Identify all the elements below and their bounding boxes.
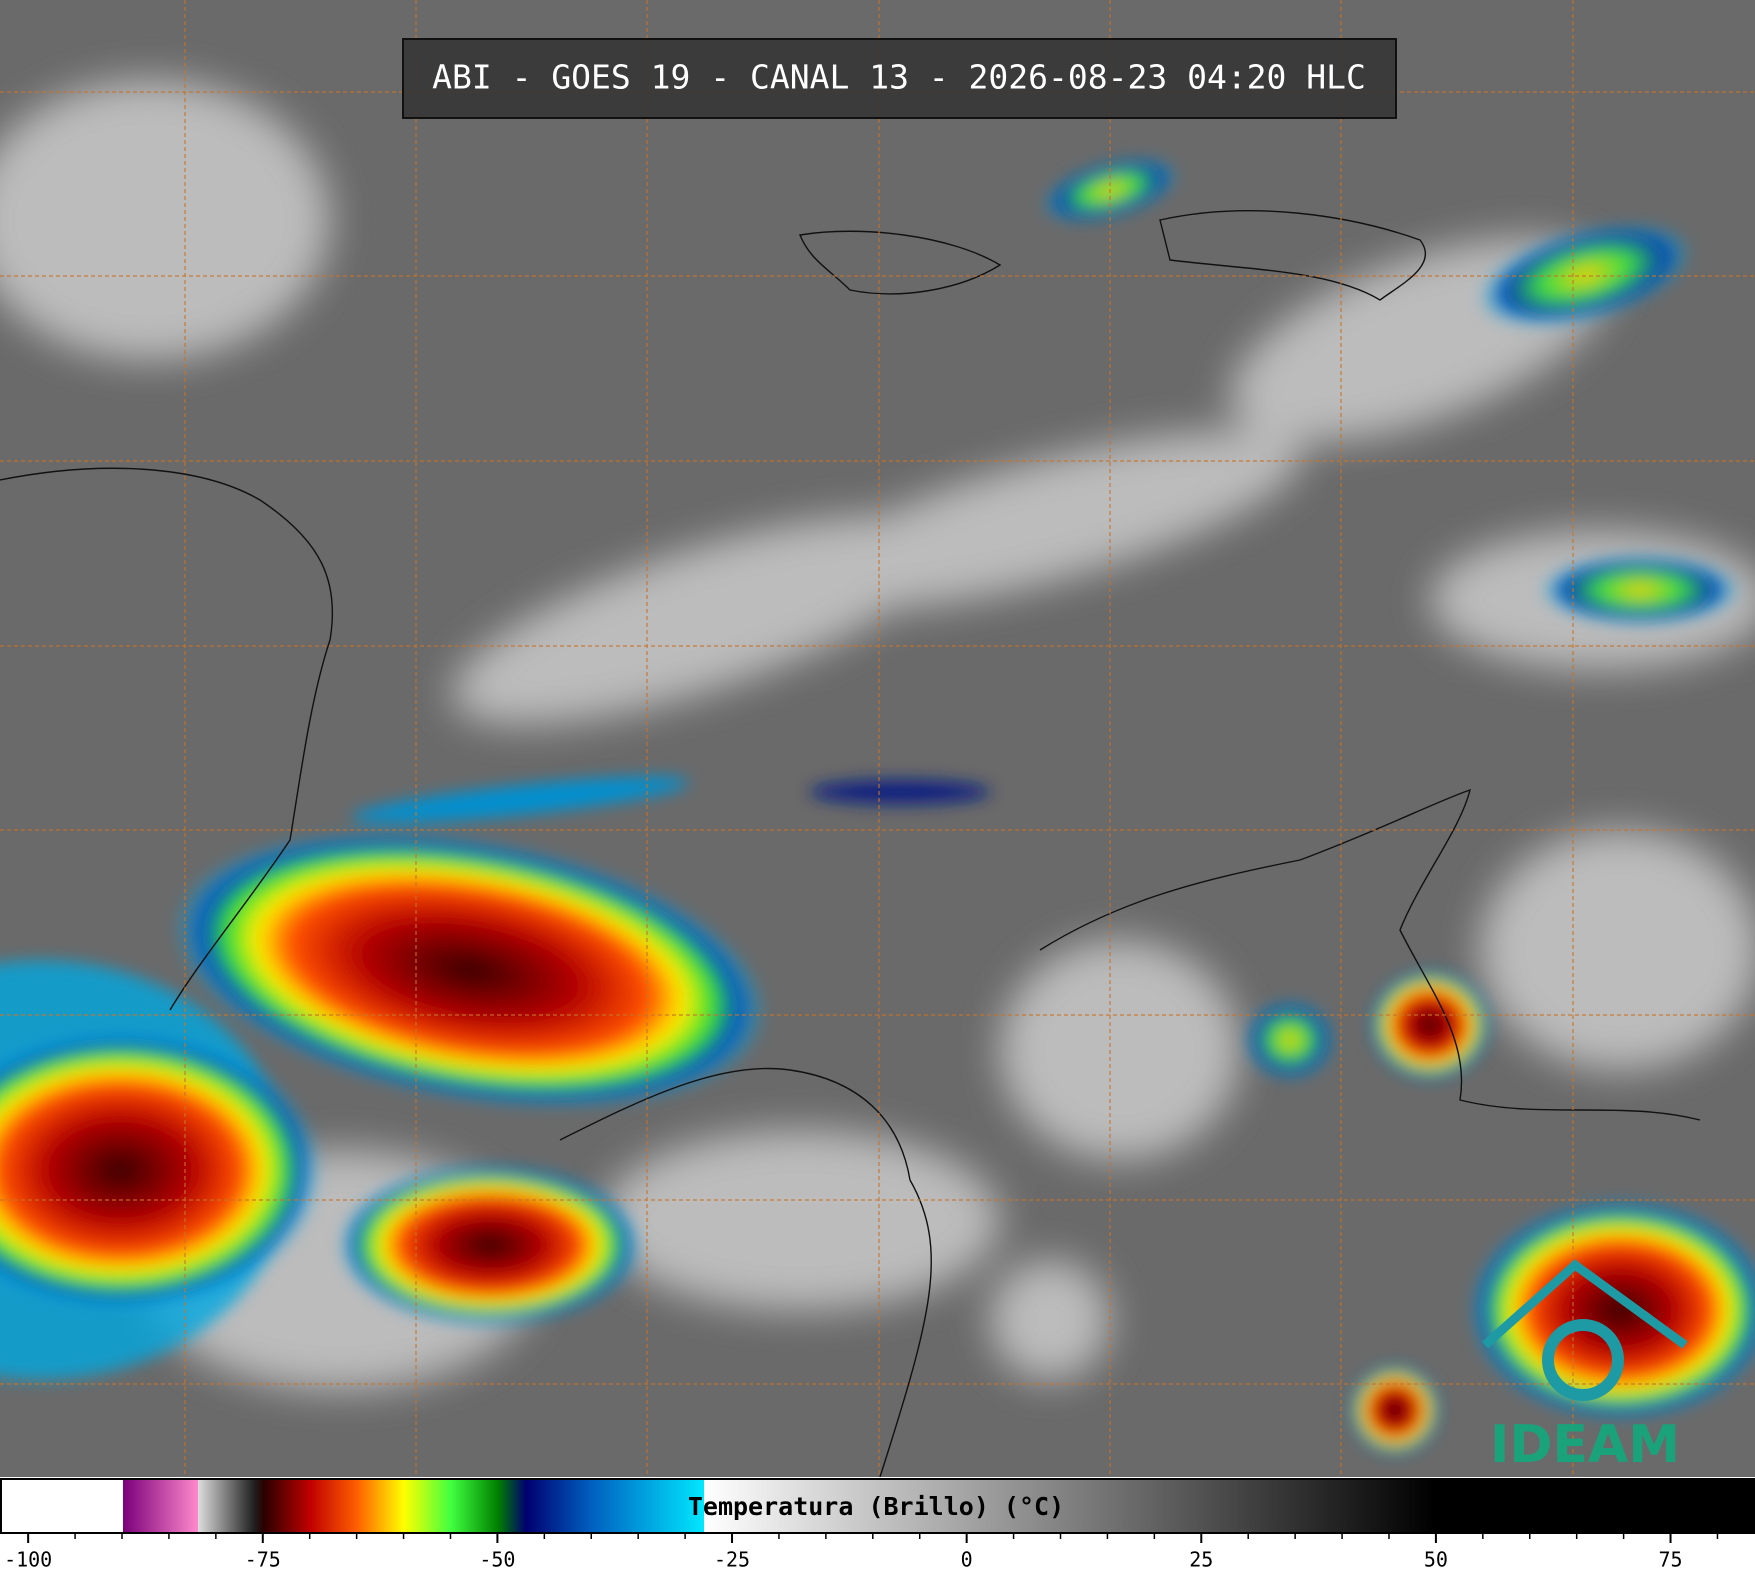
graticule [0,0,1755,1477]
title: ABI - GOES 19 - CANAL 13 - 2026-08-23 04… [432,58,1366,97]
colorbar-ramp [0,1478,1755,1534]
logo-text: IDEAM [1490,1415,1680,1475]
logo-wave [1542,1319,1624,1401]
tick-label: -50 [479,1548,515,1572]
colorbar-label: Temperatura (Brillo) (°C) [688,1492,1064,1521]
coastlines [0,210,1701,1477]
tick-label: -100 [4,1548,52,1572]
satellite-map [0,0,1755,1477]
convective-cells [0,157,1755,1455]
tick-label: 25 [1189,1548,1213,1572]
tick-label: 0 [961,1548,973,1572]
tick-label: 50 [1424,1548,1448,1572]
ideam-logo: IDEAM [1482,1259,1688,1475]
title-box [402,38,1397,119]
logo-roof [1482,1259,1688,1349]
tick-label: 75 [1658,1548,1682,1572]
colorbar: -100 -75 -50 -25 0 25 50 75 [0,1478,1755,1572]
tick-label: -25 [714,1548,750,1572]
tick-label: -75 [245,1548,281,1572]
cloud-field [0,80,1755,1390]
